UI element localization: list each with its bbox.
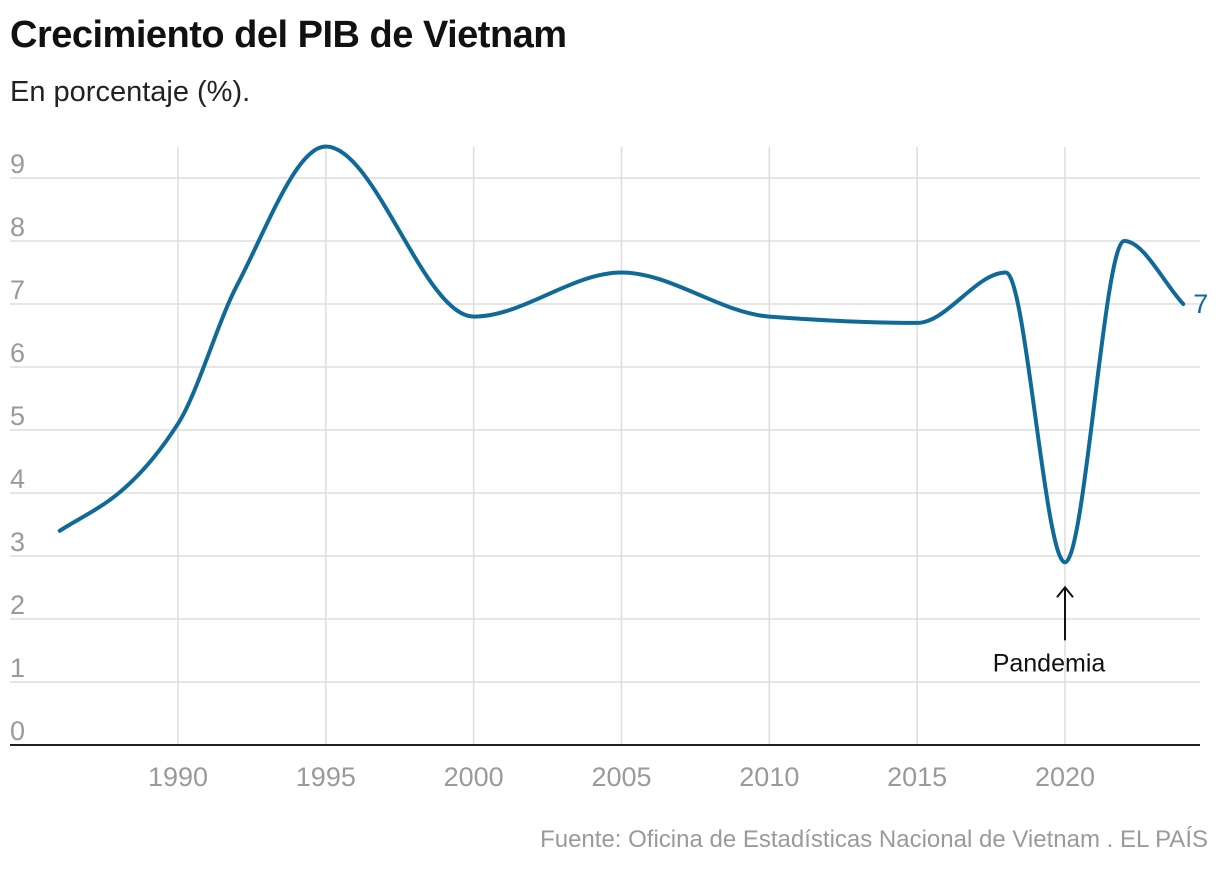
y-tick-label-6: 6	[10, 338, 25, 368]
annotation-arrow-head	[1056, 585, 1074, 598]
y-tick-label-4: 4	[10, 464, 25, 494]
chart-subtitle: En porcentaje (%).	[10, 76, 251, 108]
x-tick-label-1995: 1995	[296, 762, 356, 792]
x-tick-label-2015: 2015	[887, 762, 947, 792]
y-tick-label-1: 1	[10, 653, 25, 683]
y-tick-label-5: 5	[10, 401, 25, 431]
y-tick-label-8: 8	[10, 212, 25, 242]
x-tick-label-2020: 2020	[1035, 762, 1095, 792]
series-line-pib	[57, 144, 1186, 565]
x-tick-label-2000: 2000	[444, 762, 504, 792]
series-end-label: 7	[1193, 289, 1208, 319]
y-tick-label-7: 7	[10, 275, 25, 305]
source-credit: Fuente: Oficina de Estadísticas Nacional…	[540, 826, 1208, 853]
y-tick-label-3: 3	[10, 527, 25, 557]
chart-title: Crecimiento del PIB de Vietnam	[10, 14, 567, 56]
x-tick-label-1990: 1990	[148, 762, 208, 792]
y-tick-label-0: 0	[10, 716, 25, 746]
y-tick-label-2: 2	[10, 590, 25, 620]
y-tick-label-9: 9	[10, 149, 25, 179]
x-tick-label-2005: 2005	[591, 762, 651, 792]
annotation-label-pandemia: Pandemia	[993, 649, 1106, 677]
x-tick-label-2010: 2010	[739, 762, 799, 792]
